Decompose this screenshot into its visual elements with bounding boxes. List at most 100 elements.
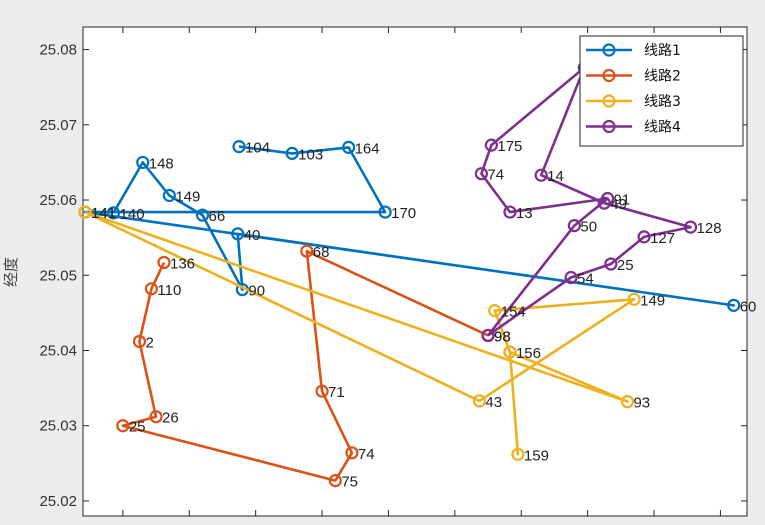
point-label: 128 [697,220,722,237]
data-point [564,270,578,285]
y-tick-label: 25.05 [39,267,77,284]
data-point [484,138,498,152]
data-point [132,334,147,349]
data-point [342,140,356,154]
data-point [136,155,150,170]
data-point [727,298,741,312]
data-point [474,167,488,181]
point-label: 110 [157,282,181,299]
point-label: 98 [494,328,511,345]
legend-swatch-marker [602,119,616,134]
series-layer [78,61,741,488]
data-point [162,188,176,203]
data-point [315,384,329,398]
y-tick-label: 25.08 [39,42,77,59]
point-label: 93 [633,395,650,412]
legend-item: 线路4 [586,120,681,136]
legend-label: 线路1 [644,43,681,59]
data-point [637,230,651,244]
point-label: 54 [577,271,594,288]
point-label: 141 [91,205,116,222]
point-label: 60 [740,298,757,315]
point-label: 71 [328,384,345,401]
data-point [600,191,615,206]
point-label: 14 [547,168,564,185]
y-tick-label: 25.07 [39,117,77,134]
point-label: 149 [175,189,200,206]
point-label: 2 [145,334,153,351]
point-label: 170 [391,205,416,222]
series-line [84,210,636,456]
legend: 线路1 线路2 线路3 线路4 [579,35,744,147]
point-label: 141 [91,205,116,222]
data-point [620,395,635,409]
legend-label: 线路2 [644,69,681,85]
series-3 [78,205,641,461]
data-point [488,304,502,318]
data-point [345,446,359,460]
data-point [78,205,92,219]
data-point [378,205,392,219]
series-line [83,145,736,307]
data-point [472,394,487,408]
point-label: 25 [129,419,146,436]
point-label: 40 [244,227,261,244]
point-label: 136 [170,255,195,272]
data-point [627,292,641,306]
point-label: 90 [248,283,265,300]
point-label: 68 [313,244,330,261]
point-label: 164 [355,140,380,157]
data-point [534,168,548,182]
point-label: 156 [516,345,541,362]
point-label: 140 [120,206,145,223]
point-label: 175 [497,138,522,155]
data-point [567,219,581,233]
point-label: 26 [162,410,179,427]
data-point [106,206,121,220]
data-point [604,257,618,271]
point-label: 148 [149,155,174,172]
point-label: 25 [617,257,634,274]
y-axis: 25.02 25.03 25.04 25.05 25.06 25.07 25.08 [39,42,747,510]
point-label: 149 [640,292,665,309]
data-point [116,419,130,433]
data-point [300,244,314,258]
point-label: 104 [245,140,270,157]
data-point [511,447,525,461]
data-point [144,282,158,296]
data-point [157,255,171,270]
point-label: 13 [516,205,533,222]
point-label: 154 [501,304,526,321]
y-axis-label: 经度 [3,257,20,287]
point-label: 127 [650,230,675,247]
point-label: 50 [580,219,597,236]
y-tick-label: 25.06 [39,192,77,209]
series-4 [474,61,698,343]
legend-swatch-marker [602,43,616,57]
data-point [683,220,698,234]
legend-swatch-marker [602,68,616,83]
data-point [285,146,299,160]
data-point [328,474,342,488]
legend-label: 线路3 [644,94,681,110]
data-point [195,208,210,222]
point-label: 103 [298,146,323,163]
legend-item: 线路2 [586,69,681,85]
data-point [481,328,495,343]
point-label: 74 [358,446,375,463]
series-line [480,66,692,337]
point-label: 75 [341,474,358,491]
point-label: 43 [485,394,502,411]
point-label: 66 [209,208,226,225]
x-axis [122,27,721,516]
data-point [503,345,517,359]
data-point [503,205,517,219]
y-tick-label: 25.04 [39,342,77,359]
y-tick-label: 25.02 [39,493,77,510]
data-point [231,227,245,241]
legend-swatch-marker [602,94,616,108]
point-label: 91 [614,192,631,209]
point-label: 49 [610,196,627,213]
